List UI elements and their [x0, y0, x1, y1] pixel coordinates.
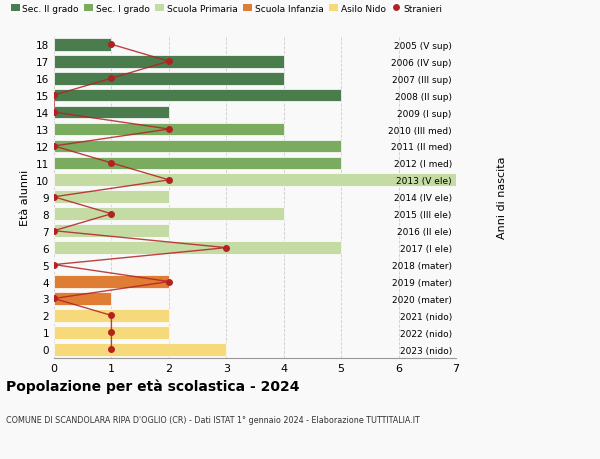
- Point: [107, 346, 116, 353]
- Point: [107, 329, 116, 336]
- Bar: [54, 242, 341, 254]
- Point: [221, 245, 231, 252]
- Bar: [54, 174, 456, 187]
- Bar: [54, 140, 341, 153]
- Point: [107, 75, 116, 83]
- Text: Popolazione per età scolastica - 2024: Popolazione per età scolastica - 2024: [6, 379, 299, 393]
- Point: [164, 278, 173, 285]
- Point: [49, 194, 59, 201]
- Bar: [54, 90, 341, 102]
- Bar: [54, 56, 284, 68]
- Bar: [54, 73, 284, 85]
- Point: [164, 126, 173, 134]
- Bar: [54, 123, 284, 136]
- Bar: [54, 309, 169, 322]
- Point: [49, 92, 59, 100]
- Bar: [54, 292, 112, 305]
- Point: [49, 228, 59, 235]
- Point: [49, 295, 59, 302]
- Point: [49, 143, 59, 150]
- Point: [49, 261, 59, 269]
- Bar: [54, 343, 226, 356]
- Bar: [54, 106, 169, 119]
- Point: [107, 41, 116, 49]
- Y-axis label: Anni di nascita: Anni di nascita: [497, 156, 507, 239]
- Y-axis label: Età alunni: Età alunni: [20, 169, 31, 225]
- Point: [49, 109, 59, 117]
- Bar: [54, 326, 169, 339]
- Bar: [54, 39, 112, 51]
- Text: COMUNE DI SCANDOLARA RIPA D'OGLIO (CR) - Dati ISTAT 1° gennaio 2024 - Elaborazio: COMUNE DI SCANDOLARA RIPA D'OGLIO (CR) -…: [6, 415, 420, 425]
- Bar: [54, 275, 169, 288]
- Point: [164, 177, 173, 184]
- Point: [107, 160, 116, 167]
- Bar: [54, 208, 284, 221]
- Bar: [54, 157, 341, 170]
- Bar: [54, 191, 169, 204]
- Point: [107, 312, 116, 319]
- Legend: Sec. II grado, Sec. I grado, Scuola Primaria, Scuola Infanzia, Asilo Nido, Stran: Sec. II grado, Sec. I grado, Scuola Prim…: [11, 5, 442, 13]
- Point: [107, 211, 116, 218]
- Point: [164, 58, 173, 66]
- Bar: [54, 225, 169, 238]
